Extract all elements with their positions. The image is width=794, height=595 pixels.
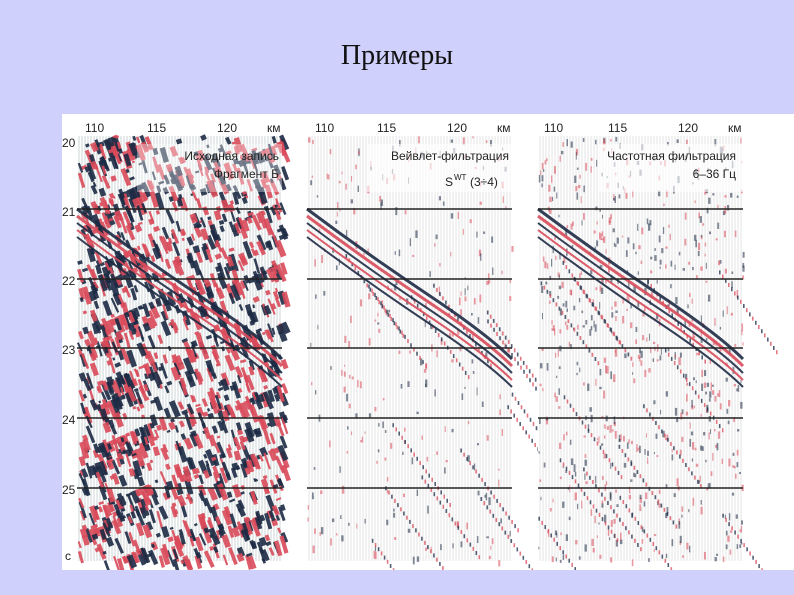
x-tick: 115 bbox=[147, 121, 166, 135]
seismic-section-raw bbox=[76, 134, 291, 570]
y-tick: 20 bbox=[62, 136, 76, 150]
x-tick: 120 bbox=[447, 121, 467, 135]
slide-title: Примеры bbox=[340, 40, 454, 71]
x-unit: км bbox=[728, 121, 742, 135]
seismic-section-wavelet bbox=[306, 136, 571, 570]
panel-caption: Исходная запись bbox=[184, 149, 279, 163]
seismic-figure: 20 21 22 23 24 25 с 110 115 120 км Исход… bbox=[62, 114, 794, 570]
time-grid bbox=[307, 208, 512, 489]
caption-backdrop bbox=[598, 144, 743, 192]
panel-caption: 6–36 Гц bbox=[693, 167, 737, 181]
panel-caption: Фрагмент Б bbox=[214, 167, 279, 181]
y-tick: 21 bbox=[62, 205, 76, 219]
y-tick: 23 bbox=[62, 343, 76, 357]
x-tick: 110 bbox=[544, 121, 563, 135]
panel-caption-superscript: WT bbox=[454, 173, 467, 182]
caption-backdrop bbox=[137, 144, 282, 192]
seismic-section-freq bbox=[537, 136, 778, 570]
panel-freq: 110 115 120 км Частотная фильтрация 6–36… bbox=[537, 121, 778, 570]
panel-wavelet: 110 115 120 км Вейвлет-фильтрация S WT (… bbox=[306, 121, 571, 570]
panel-raw: 110 115 120 км Исходная запись Фрагмент … bbox=[76, 121, 291, 570]
y-axis: 20 21 22 23 24 25 с bbox=[62, 136, 76, 563]
x-unit: км bbox=[497, 121, 511, 135]
caption-backdrop bbox=[367, 144, 512, 192]
y-tick: 22 bbox=[62, 274, 76, 288]
panel-caption: Вейвлет-фильтрация bbox=[391, 149, 509, 163]
x-tick: 115 bbox=[608, 121, 627, 135]
x-tick: 110 bbox=[85, 121, 104, 135]
y-tick: с bbox=[65, 549, 71, 563]
x-tick: 110 bbox=[315, 121, 334, 135]
x-tick: 120 bbox=[217, 121, 237, 135]
x-tick: 120 bbox=[678, 121, 698, 135]
x-tick: 115 bbox=[377, 121, 396, 135]
panel-caption: S bbox=[445, 175, 453, 189]
panel-caption: (3÷4) bbox=[470, 175, 498, 189]
y-tick: 25 bbox=[62, 483, 76, 497]
time-grid bbox=[538, 208, 743, 489]
x-unit: км bbox=[267, 121, 281, 135]
y-tick: 24 bbox=[62, 413, 76, 427]
panel-caption: Частотная фильтрация bbox=[607, 149, 736, 163]
time-grid bbox=[77, 208, 282, 489]
